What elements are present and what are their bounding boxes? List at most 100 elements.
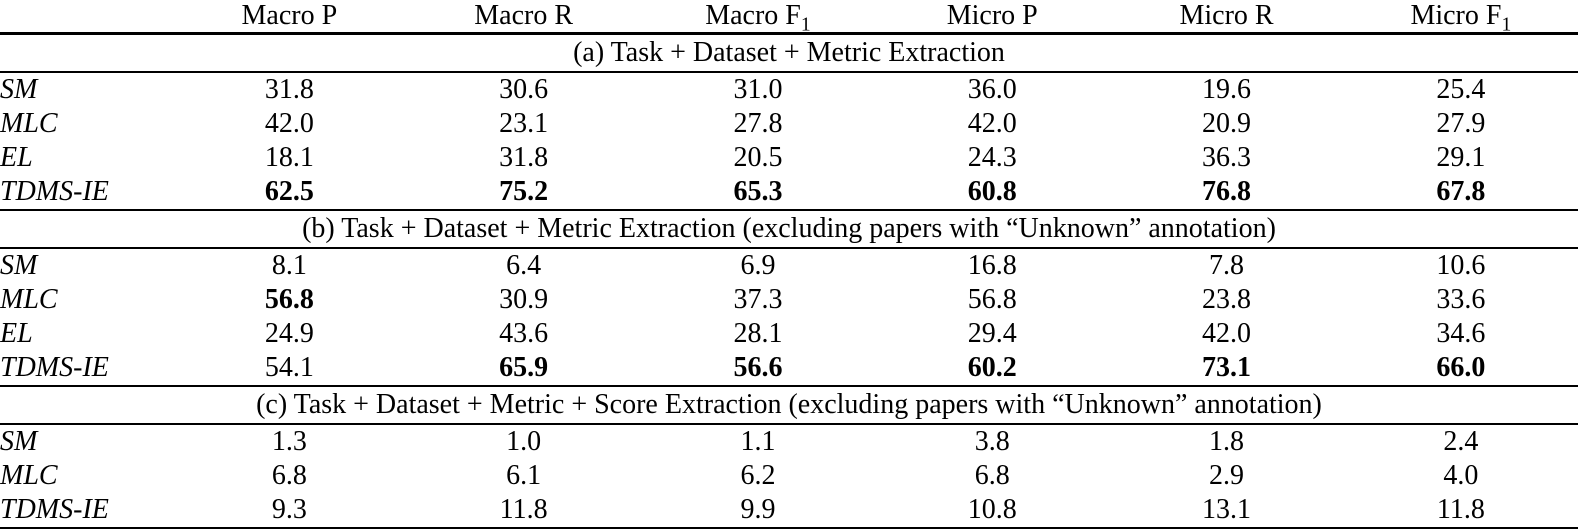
metric-value: 42.0: [1202, 318, 1252, 349]
metric-value: 56.8: [967, 284, 1017, 315]
column-header-micro-r: Micro R: [1109, 0, 1344, 35]
metric-value: 75.2: [499, 176, 549, 207]
metric-value: 56.6: [733, 352, 783, 383]
metric-value: 6.8: [271, 460, 307, 491]
metric-value: 33.6: [1436, 284, 1486, 315]
metric-value: 37.3: [733, 284, 783, 315]
metric-value: 29.4: [967, 318, 1017, 349]
row-label: EL: [0, 318, 33, 349]
metric-value: 54.1: [264, 352, 314, 383]
row-label: TDMS-IE: [0, 494, 109, 525]
metric-value: 18.1: [264, 142, 314, 173]
column-header-label: Micro P: [946, 0, 1038, 31]
metric-value: 30.9: [499, 284, 549, 315]
metric-value: 73.1: [1202, 352, 1252, 383]
column-header-micro-p: Micro P: [875, 0, 1110, 35]
metric-value: 6.9: [740, 250, 776, 281]
metric-value: 60.2: [967, 352, 1017, 383]
metric-value: 11.8: [1436, 494, 1485, 525]
metric-value: 13.1: [1202, 494, 1252, 525]
metric-value: 25.4: [1436, 74, 1486, 105]
section-title: (b) Task + Dataset + Metric Extraction (…: [0, 209, 1578, 249]
column-header-label: Macro R: [474, 0, 574, 31]
metric-value: 1.1: [740, 426, 776, 457]
metric-value: 6.1: [506, 460, 542, 491]
metric-value: 31.8: [264, 74, 314, 105]
table-row: EL 18.1 31.8 20.5 24.3 36.3 29.1: [0, 141, 1578, 175]
column-header-macro-r: Macro R: [406, 0, 641, 35]
metric-value: 10.8: [967, 494, 1017, 525]
table-row: TDMS-IE 54.1 65.9 56.6 60.2 73.1 66.0: [0, 351, 1578, 386]
row-label: SM: [0, 250, 38, 281]
metric-value: 6.8: [974, 460, 1010, 491]
metric-value: 6.2: [740, 460, 776, 491]
metric-value: 56.8: [264, 284, 314, 315]
metric-value: 1.0: [506, 426, 542, 457]
header-row: Macro P Macro R Macro F1 Micro P Micro R…: [0, 0, 1578, 36]
column-header-label: Macro F: [705, 0, 801, 31]
row-label: TDMS-IE: [0, 352, 109, 383]
metric-value: 1.3: [271, 426, 307, 457]
metric-value: 20.9: [1202, 108, 1252, 139]
metric-value: 31.0: [733, 74, 783, 105]
metric-value: 20.5: [733, 142, 783, 173]
metric-value: 65.3: [733, 176, 783, 207]
metric-value: 1.8: [1209, 426, 1245, 457]
column-header-macro-p: Macro P: [172, 0, 407, 35]
metric-value: 30.6: [499, 74, 549, 105]
metric-value: 19.6: [1202, 74, 1252, 105]
column-header-subscript: 1: [800, 14, 811, 36]
metric-value: 42.0: [264, 108, 314, 139]
section-title: (c) Task + Dataset + Metric + Score Extr…: [0, 385, 1578, 425]
column-header-label: Macro P: [241, 0, 338, 31]
row-label: MLC: [0, 108, 58, 139]
metric-value: 23.8: [1202, 284, 1252, 315]
table-row: SM 8.1 6.4 6.9 16.8 7.8 10.6: [0, 248, 1578, 283]
metric-value: 27.9: [1436, 108, 1486, 139]
table-row: MLC 42.0 23.1 27.8 42.0 20.9 27.9: [0, 107, 1578, 141]
metric-value: 11.8: [499, 494, 548, 525]
metric-value: 65.9: [499, 352, 549, 383]
metric-value: 3.8: [974, 426, 1010, 457]
column-header-subscript: 1: [1501, 14, 1512, 36]
row-label-column-header: [0, 0, 173, 35]
table-row: MLC 6.8 6.1 6.2 6.8 2.9 4.0: [0, 459, 1578, 493]
metric-value: 67.8: [1436, 176, 1486, 207]
metric-value: 23.1: [499, 108, 549, 139]
metric-value: 24.3: [967, 142, 1017, 173]
table-row: TDMS-IE 9.3 11.8 9.9 10.8 13.1 11.8: [0, 493, 1578, 528]
metric-value: 7.8: [1209, 250, 1245, 281]
metric-value: 9.9: [740, 494, 776, 525]
table-row: TDMS-IE 62.5 75.2 65.3 60.8 76.8 67.8: [0, 175, 1578, 210]
metric-value: 27.8: [733, 108, 783, 139]
column-header-label: Micro R: [1179, 0, 1274, 31]
metric-value: 43.6: [499, 318, 549, 349]
metric-value: 60.8: [967, 176, 1017, 207]
metric-value: 2.4: [1443, 426, 1479, 457]
column-header-label: Micro F: [1410, 0, 1502, 31]
row-label: TDMS-IE: [0, 176, 109, 207]
row-label: MLC: [0, 284, 58, 315]
metric-value: 16.8: [967, 250, 1017, 281]
metric-value: 31.8: [499, 142, 549, 173]
table-row: SM 1.3 1.0 1.1 3.8 1.8 2.4: [0, 424, 1578, 459]
section-title-row: (a) Task + Dataset + Metric Extraction: [0, 32, 1578, 73]
table-row: MLC 56.8 30.9 37.3 56.8 23.8 33.6: [0, 283, 1578, 317]
metric-value: 36.3: [1202, 142, 1252, 173]
metric-value: 8.1: [271, 250, 307, 281]
table-body: (a) Task + Dataset + Metric Extraction SM…: [0, 32, 1578, 529]
metric-value: 6.4: [506, 250, 542, 281]
metric-value: 10.6: [1436, 250, 1486, 281]
section-title-row: (c) Task + Dataset + Metric + Score Extr…: [0, 385, 1578, 425]
metric-value: 66.0: [1436, 352, 1486, 383]
row-label: EL: [0, 142, 33, 173]
metric-value: 34.6: [1436, 318, 1486, 349]
metric-value: 29.1: [1436, 142, 1486, 173]
metric-value: 76.8: [1202, 176, 1252, 207]
metric-value: 9.3: [271, 494, 307, 525]
column-header-macro-f1: Macro F1: [640, 0, 876, 36]
row-label: MLC: [0, 460, 58, 491]
row-label: SM: [0, 426, 38, 457]
metric-value: 42.0: [967, 108, 1017, 139]
